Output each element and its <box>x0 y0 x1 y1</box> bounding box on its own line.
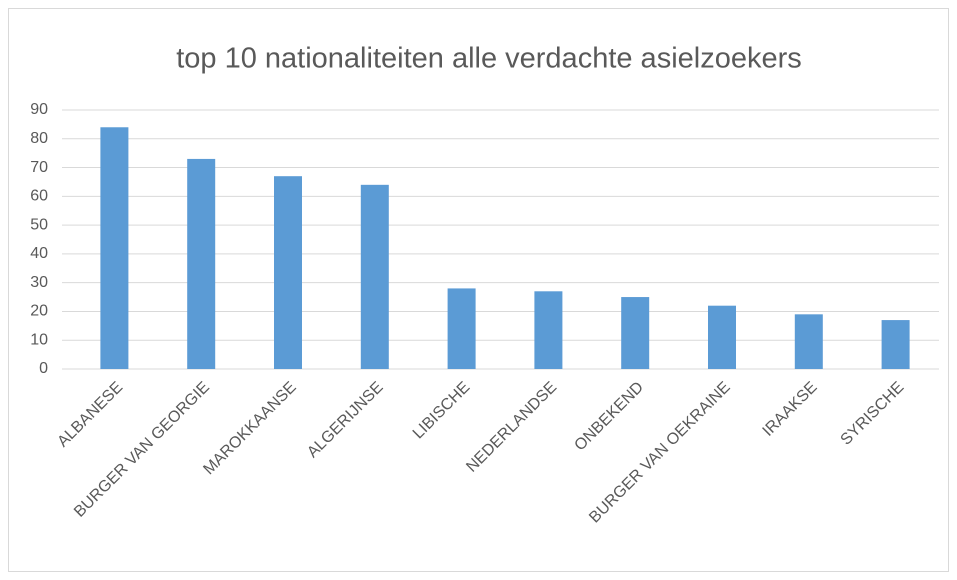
bar <box>187 158 216 369</box>
y-tick-label: 70 <box>30 159 48 176</box>
bar <box>447 288 476 369</box>
y-tick-label: 30 <box>30 274 48 291</box>
y-tick-label: 80 <box>30 130 48 147</box>
bar <box>794 314 823 369</box>
y-tick-label: 50 <box>30 216 48 233</box>
chart-title: top 10 nationaliteiten alle verdachte as… <box>176 43 802 75</box>
y-tick-label: 90 <box>30 101 48 118</box>
y-tick-label: 20 <box>30 303 48 320</box>
chart-border <box>8 8 949 572</box>
y-tick-label: 0 <box>39 360 48 377</box>
y-tick-label: 60 <box>30 188 48 205</box>
y-tick-label: 40 <box>30 245 48 262</box>
bar <box>274 176 302 369</box>
y-tick-label: 10 <box>30 331 48 348</box>
bar <box>881 320 910 369</box>
bar <box>621 297 650 369</box>
bar <box>708 305 736 369</box>
bar <box>360 184 389 369</box>
bar <box>100 127 129 370</box>
bar <box>534 291 563 369</box>
